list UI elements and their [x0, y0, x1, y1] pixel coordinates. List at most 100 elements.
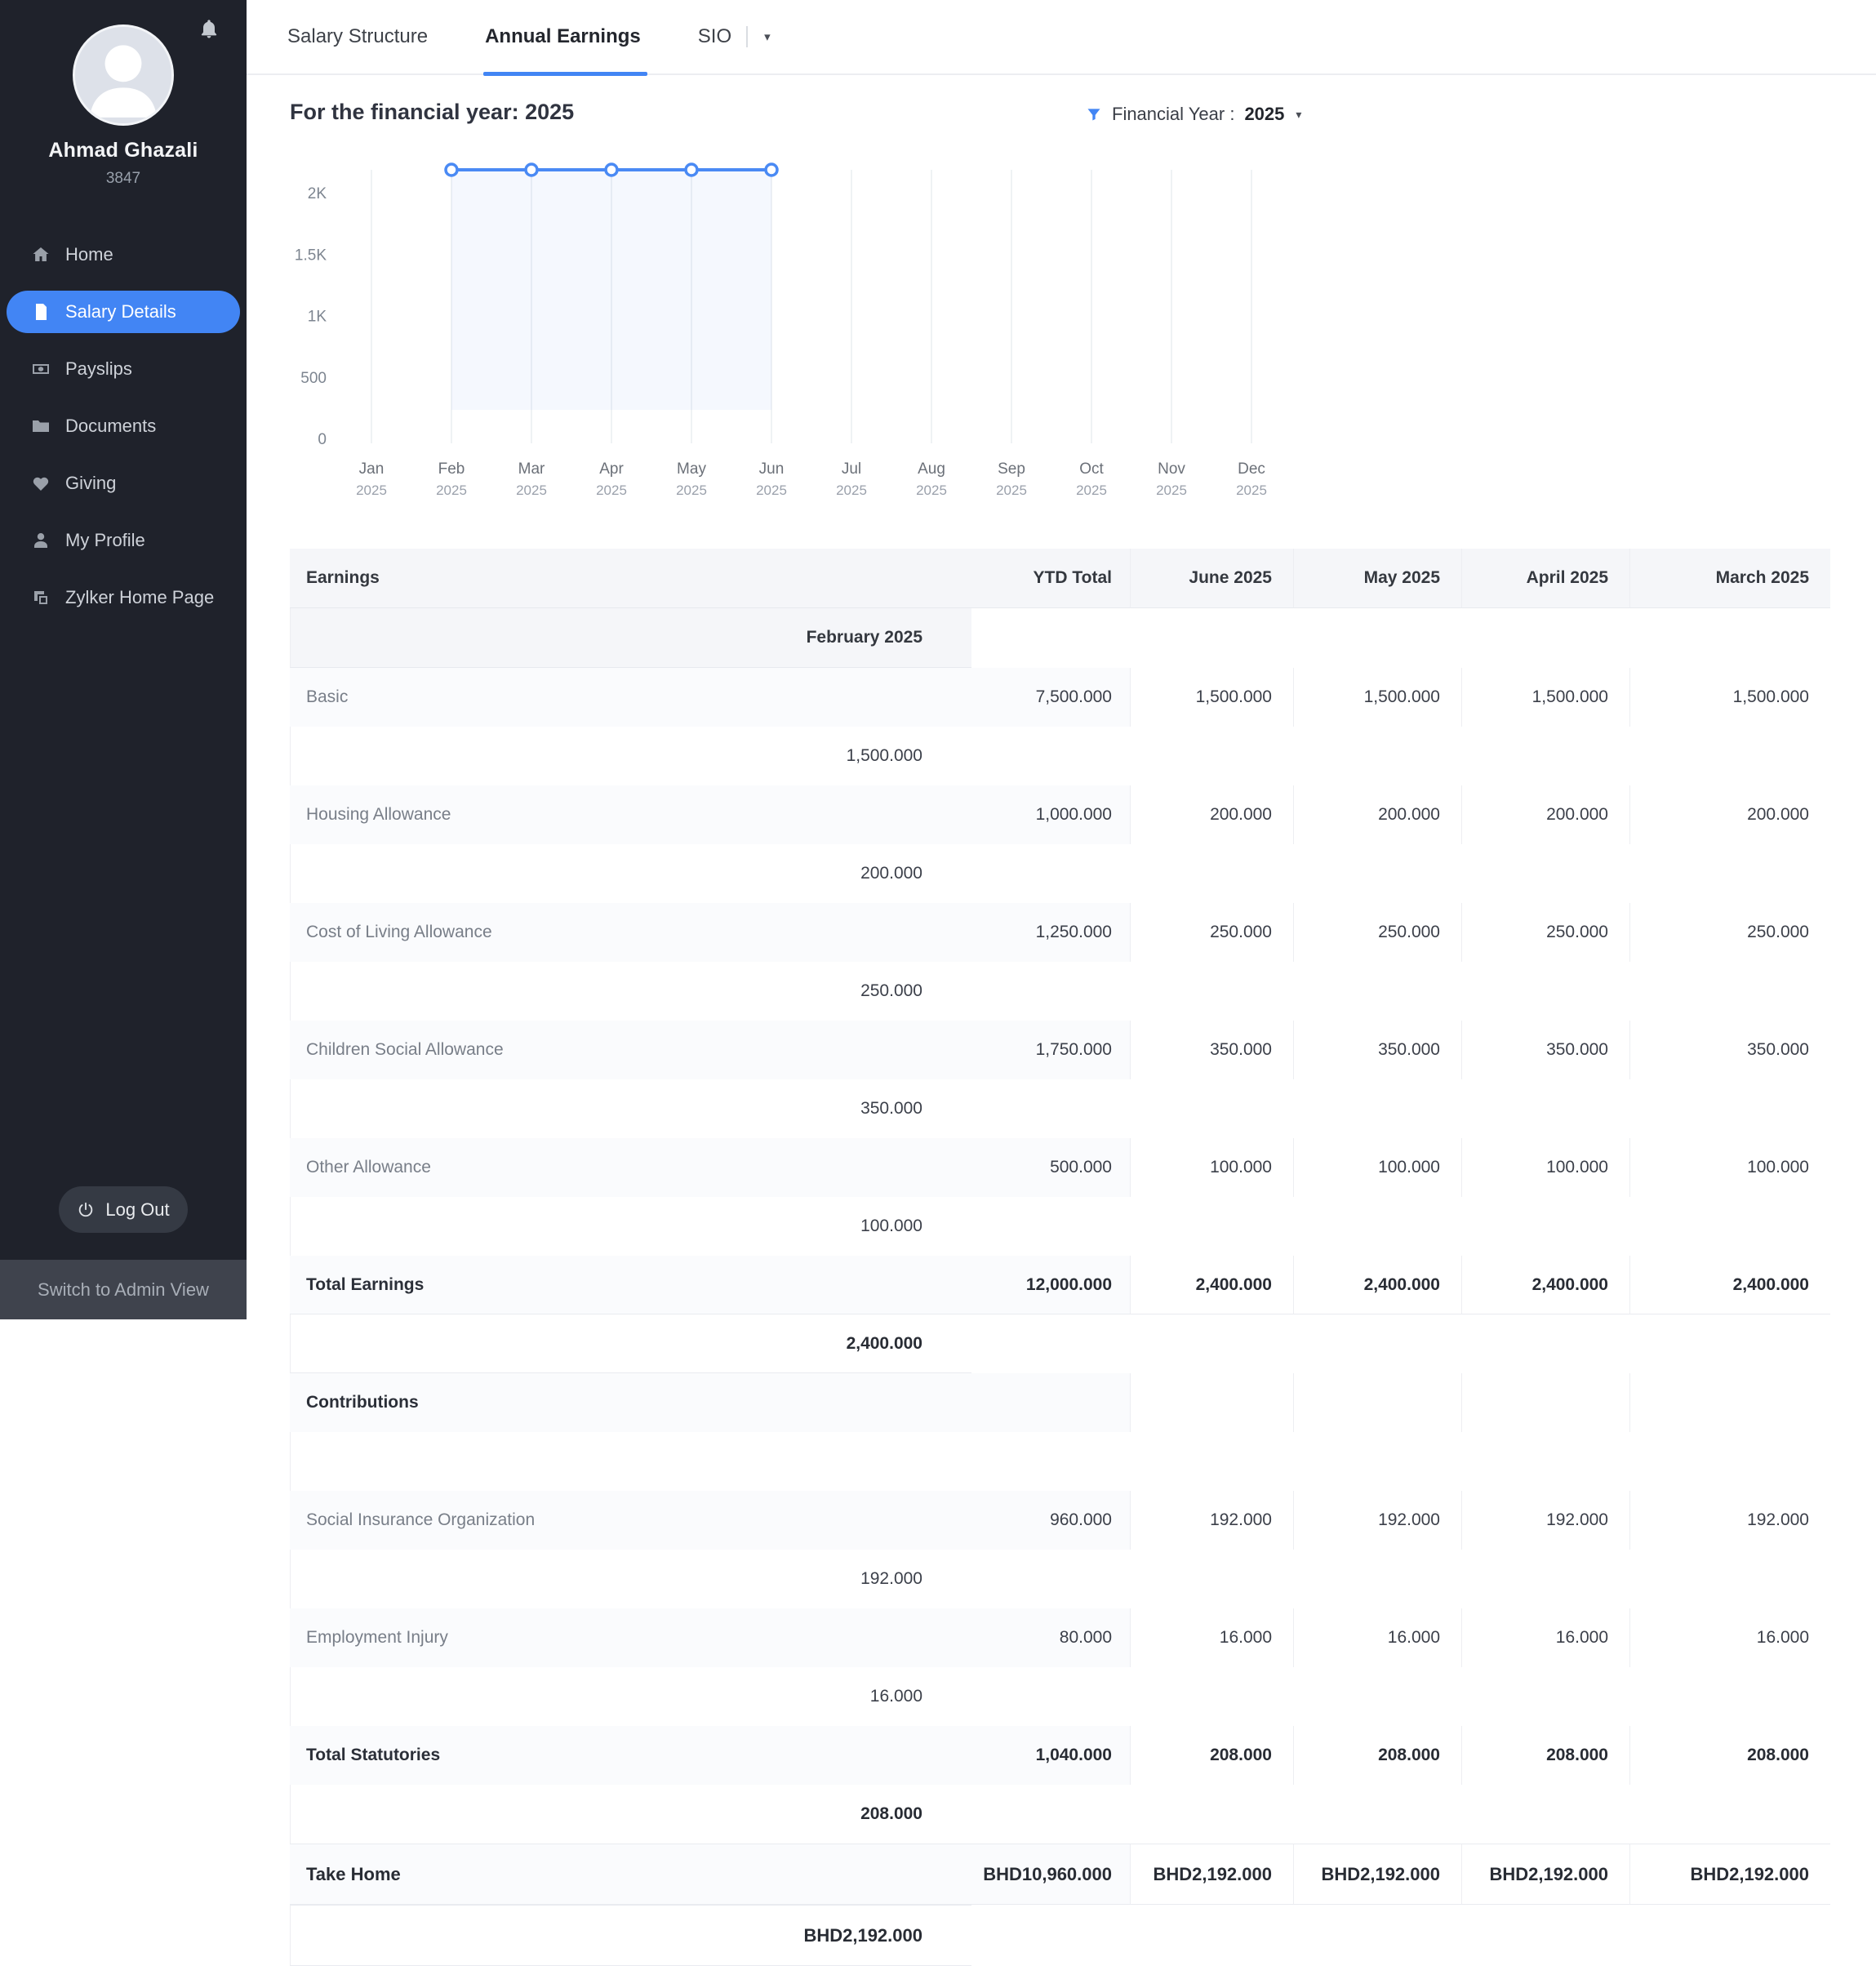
- column-header-month: April 2025: [1461, 549, 1629, 608]
- month-value: 208.000: [1461, 1726, 1629, 1785]
- x-axis-year-label: 2025: [356, 483, 387, 498]
- x-axis-year-label: 2025: [836, 483, 867, 498]
- ytd-value: [971, 1373, 1130, 1432]
- row-label: Take Home: [290, 1844, 971, 1905]
- home-icon: [31, 245, 51, 265]
- x-axis-month-label: Nov: [1158, 460, 1185, 478]
- sidebar-item-label: Salary Details: [65, 301, 176, 322]
- month-value: [290, 1432, 971, 1491]
- power-icon: [79, 1202, 93, 1217]
- month-value: 350.000: [1461, 1021, 1629, 1079]
- sidebar-nav: Home Salary Details Payslips Documents Givin…: [0, 234, 247, 619]
- ytd-value: BHD10,960.000: [971, 1844, 1130, 1905]
- sidebar-item-salary-details[interactable]: Salary Details: [7, 291, 240, 333]
- y-axis-tick-label: 1.5K: [295, 247, 327, 264]
- tab-group-sio: SIO ▾: [698, 0, 774, 74]
- month-value: 250.000: [1293, 903, 1461, 962]
- y-axis-tick-label: 0: [318, 431, 327, 448]
- month-value: BHD2,192.000: [290, 1905, 971, 1966]
- month-value: 208.000: [1293, 1726, 1461, 1785]
- sidebar-item-label: Documents: [65, 416, 157, 436]
- annual-earnings-chart: 0 500 1K 1.5K 2K Jan 2025 Feb 2025 Mar 2025 Apr 2025…: [247, 157, 1876, 512]
- chart-point: [764, 162, 779, 177]
- tab-group-annual-earnings: Annual Earnings: [483, 0, 647, 76]
- switch-to-admin-view[interactable]: Switch to Admin View: [0, 1260, 247, 1319]
- tab-annual-earnings[interactable]: Annual Earnings: [483, 0, 647, 76]
- month-value: BHD2,192.000: [1461, 1844, 1629, 1905]
- month-value: 16.000: [1629, 1608, 1830, 1667]
- sidebar-item-home[interactable]: Home: [7, 234, 240, 276]
- month-value: 250.000: [290, 962, 971, 1021]
- month-value: 1,500.000: [1461, 668, 1629, 727]
- salary-details-icon: [31, 302, 51, 322]
- month-value: 2,400.000: [1461, 1256, 1629, 1314]
- sidebar-item-documents[interactable]: Documents: [7, 405, 240, 447]
- month-value: 100.000: [1461, 1138, 1629, 1197]
- month-value: [1629, 1373, 1830, 1432]
- logout-label: Log Out: [105, 1199, 170, 1220]
- month-value: 192.000: [1293, 1491, 1461, 1550]
- month-value: 200.000: [1293, 785, 1461, 844]
- month-value: 350.000: [1293, 1021, 1461, 1079]
- sidebar-item-zylker-home-page[interactable]: Zylker Home Page: [7, 576, 240, 619]
- x-axis-month-label: Apr: [599, 460, 624, 478]
- month-value: 192.000: [1130, 1491, 1293, 1550]
- month-value: 100.000: [1629, 1138, 1830, 1197]
- month-value: [1130, 1373, 1293, 1432]
- x-axis-year-label: 2025: [676, 483, 707, 498]
- x-axis-year-label: 2025: [1156, 483, 1187, 498]
- ytd-value: 12,000.000: [971, 1256, 1130, 1314]
- sidebar-item-my-profile[interactable]: My Profile: [7, 519, 240, 562]
- month-value: 1,500.000: [1130, 668, 1293, 727]
- row-label: Contributions: [290, 1373, 971, 1432]
- ytd-value: 1,750.000: [971, 1021, 1130, 1079]
- month-value: 100.000: [1130, 1138, 1293, 1197]
- month-value: 2,400.000: [1629, 1256, 1830, 1314]
- user-employee-id: 3847: [105, 170, 141, 187]
- table-row-housing-allowance: Housing Allowance 1,000.000 200.000 200.000…: [290, 785, 1830, 903]
- logout-button[interactable]: Log Out: [59, 1186, 188, 1233]
- month-value: 2,400.000: [290, 1314, 971, 1373]
- x-axis-month-label: Jan: [359, 460, 385, 478]
- table-row-other-allowance: Other Allowance 500.000 100.000 100.000 100.…: [290, 1138, 1830, 1256]
- sidebar-item-label: Zylker Home Page: [65, 587, 215, 607]
- tab-sio[interactable]: SIO: [697, 25, 732, 47]
- row-label: Housing Allowance: [290, 785, 971, 844]
- financial-year-filter[interactable]: Financial Year : 2025 ▾: [1086, 104, 1301, 125]
- page-title: For the financial year: 2025: [290, 100, 575, 124]
- table-row-total-earnings: Total Earnings 12,000.000 2,400.000 2,400.0…: [290, 1256, 1830, 1373]
- month-value: 16.000: [290, 1667, 971, 1726]
- sidebar-item-label: Home: [65, 244, 113, 265]
- row-label: Employment Injury: [290, 1608, 971, 1667]
- month-value: 200.000: [1130, 785, 1293, 844]
- sidebar-item-giving[interactable]: Giving: [7, 462, 240, 505]
- month-value: 350.000: [290, 1079, 971, 1138]
- x-axis-year-label: 2025: [996, 483, 1027, 498]
- x-axis-month-label: May: [677, 460, 706, 478]
- month-value: 192.000: [1629, 1491, 1830, 1550]
- sidebar-item-payslips[interactable]: Payslips: [7, 348, 240, 390]
- ytd-value: 1,000.000: [971, 785, 1130, 844]
- x-axis-month-label: Sep: [998, 460, 1025, 478]
- tab-menu-caret-icon[interactable]: ▾: [764, 30, 771, 44]
- tab-salary-structure[interactable]: Salary Structure: [287, 25, 429, 47]
- column-header-month: March 2025: [1629, 549, 1830, 608]
- x-axis-year-label: 2025: [436, 483, 467, 498]
- row-label: Other Allowance: [290, 1138, 971, 1197]
- x-axis-month-label: Mar: [518, 460, 545, 478]
- chart-point: [604, 162, 619, 177]
- chart-point: [684, 162, 699, 177]
- filter-funnel-icon: [1087, 109, 1100, 121]
- sidebar-item-label: Giving: [65, 473, 117, 493]
- ytd-value: 960.000: [971, 1491, 1130, 1550]
- ytd-value: 1,250.000: [971, 903, 1130, 962]
- ytd-value: 500.000: [971, 1138, 1130, 1197]
- ytd-value: 1,040.000: [971, 1726, 1130, 1785]
- notifications-bell-icon[interactable]: [198, 18, 220, 41]
- earnings-table: Earnings YTD Total June 2025 May 2025 April …: [290, 549, 1830, 1966]
- column-header-month: May 2025: [1293, 549, 1461, 608]
- month-value: 2,400.000: [1293, 1256, 1461, 1314]
- row-label: Social Insurance Organization: [290, 1491, 971, 1550]
- row-label: Total Earnings: [290, 1256, 971, 1314]
- month-value: BHD2,192.000: [1629, 1844, 1830, 1905]
